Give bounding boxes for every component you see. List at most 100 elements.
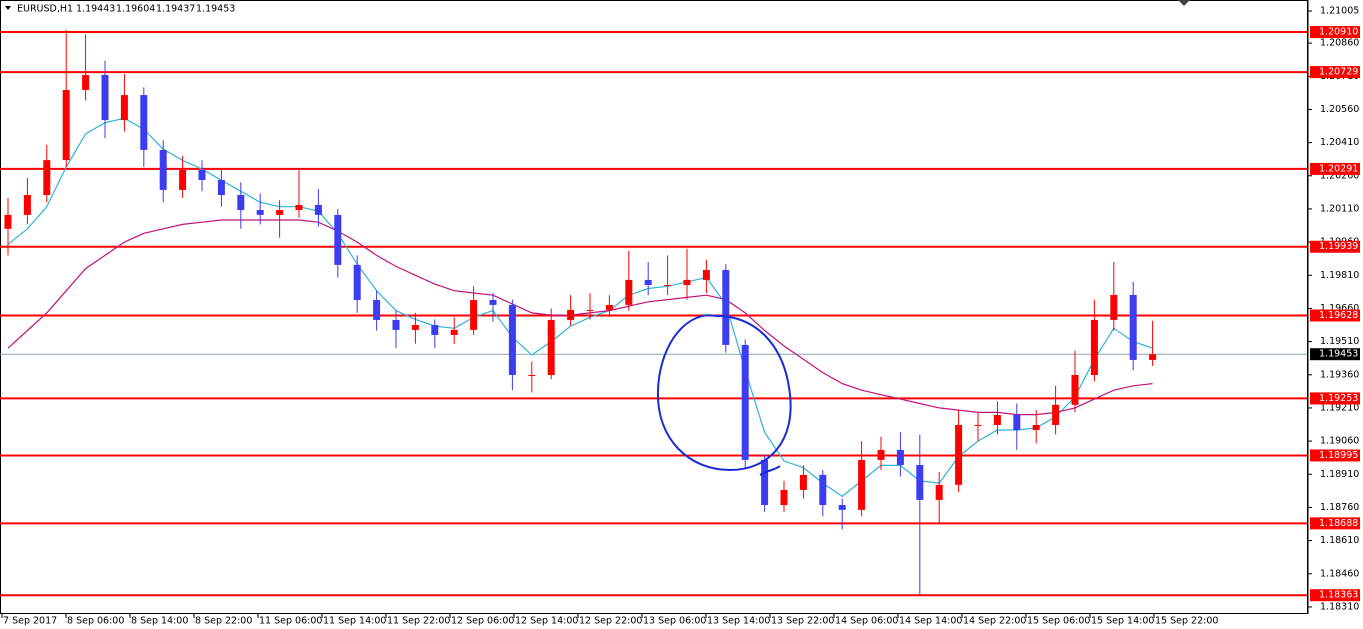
levels (0, 31, 1308, 597)
x-tick-label: 13 Sep 06:00 (643, 616, 706, 627)
candle-body (547, 319, 555, 375)
candle-body (217, 179, 225, 196)
x-tick-label: 15 Sep 22:00 (1155, 616, 1218, 627)
y-tick-label: 1.19810 (1320, 270, 1359, 281)
candle-body (82, 74, 90, 90)
y-tick-label: 1.18460 (1320, 568, 1359, 579)
candle-body (353, 264, 361, 301)
candle-body (1013, 415, 1021, 431)
candle-body (858, 459, 866, 510)
price-label: 1.19453 (1319, 349, 1358, 360)
y-tick-label: 1.19360 (1320, 369, 1359, 380)
y-tick-label: 1.20560 (1320, 104, 1359, 115)
candle-body (567, 309, 575, 320)
candle-body (450, 329, 458, 335)
price-tag (1310, 348, 1360, 361)
x-tick-label: 14 Sep 14:00 (899, 616, 962, 627)
menu-arrow (5, 6, 11, 10)
y-tick-label: 1.20410 (1320, 137, 1359, 148)
x-tick-label: 8 Sep 06:00 (67, 616, 124, 627)
candle-body (877, 449, 885, 460)
candle-body (392, 319, 400, 330)
x-tick-label: 12 Sep 06:00 (451, 616, 514, 627)
candle-body (819, 474, 827, 505)
x-tick-label: 12 Sep 14:00 (515, 616, 578, 627)
moving-average (7, 219, 1153, 416)
candle-body (295, 204, 303, 211)
candle-body (62, 89, 70, 161)
x-tick-label: 8 Sep 14:00 (131, 616, 188, 627)
y-tick-label: 1.19060 (1320, 436, 1359, 447)
candle-body (838, 504, 846, 510)
candle-body (276, 210, 284, 215)
candle-body (741, 344, 749, 460)
candle-body (799, 474, 807, 490)
level-tag (1310, 66, 1360, 79)
candle-body (1071, 374, 1079, 405)
candle-body (722, 269, 730, 345)
candle-body (489, 300, 497, 305)
candle-body (605, 304, 613, 310)
x-tick-label: 11 Sep 22:00 (387, 616, 450, 627)
candle-body (761, 459, 769, 505)
candle-body (896, 449, 904, 465)
header-value: 1.19443 (76, 4, 115, 15)
level-label: 1.20729 (1319, 67, 1358, 78)
candle-body (916, 464, 924, 500)
candle-body (431, 325, 439, 335)
level-label: 1.19628 (1319, 310, 1358, 321)
level-label: 1.18995 (1319, 450, 1358, 461)
candle-body (974, 424, 982, 426)
y-tick-label: 1.20860 (1320, 38, 1359, 49)
candle-body (1149, 354, 1157, 360)
x-tick-label: 14 Sep 22:00 (963, 616, 1026, 627)
candle-body (159, 149, 167, 190)
candle-body (935, 484, 943, 500)
candle-body (373, 300, 381, 320)
candle-body (314, 204, 322, 215)
x-tick-label: 11 Sep 14:00 (323, 616, 386, 627)
level-label: 1.18363 (1319, 590, 1358, 601)
header-value: 1.19437 (156, 4, 195, 15)
x-tick-label: 13 Sep 22:00 (771, 616, 834, 627)
candle-body (334, 214, 342, 265)
candle-body (1032, 424, 1040, 431)
level-tag (1310, 589, 1360, 602)
candle-body (683, 279, 691, 286)
candle-body (256, 210, 264, 215)
header-value: 1.19453 (196, 4, 235, 15)
candle-body (644, 279, 652, 286)
candle-body (508, 304, 516, 375)
y-tick-label: 1.18910 (1320, 469, 1359, 480)
candle-body (470, 300, 478, 330)
x-tick-label: 15 Sep 14:00 (1091, 616, 1154, 627)
scroll-marker (1178, 0, 1190, 6)
level-tag (1310, 517, 1360, 530)
level-label: 1.20910 (1319, 27, 1358, 38)
x-tick-label: 8 Sep 22:00 (195, 616, 252, 627)
candle-body (140, 95, 148, 150)
candle-body (625, 279, 633, 305)
x-tick-label: 12 Sep 22:00 (579, 616, 642, 627)
candle-body (1110, 294, 1118, 320)
candle-body (179, 170, 187, 190)
candle-body (528, 374, 536, 376)
symbol: EURUSD,H1 (17, 4, 73, 15)
x-tick-label: 15 Sep 06:00 (1027, 616, 1090, 627)
candle-body (1129, 294, 1137, 360)
candle-body (4, 214, 12, 229)
level-tag (1310, 392, 1360, 405)
level-tag (1310, 240, 1360, 253)
level-tag (1310, 162, 1360, 175)
y-tick-label: 1.18310 (1320, 601, 1359, 612)
candle-body (702, 269, 710, 280)
level-tag (1310, 309, 1360, 322)
candle-body (43, 160, 51, 196)
candle-body (993, 415, 1001, 425)
x-tick-label: 11 Sep 06:00 (259, 616, 322, 627)
level-label: 1.19253 (1319, 393, 1358, 404)
candle-body (1052, 404, 1060, 425)
